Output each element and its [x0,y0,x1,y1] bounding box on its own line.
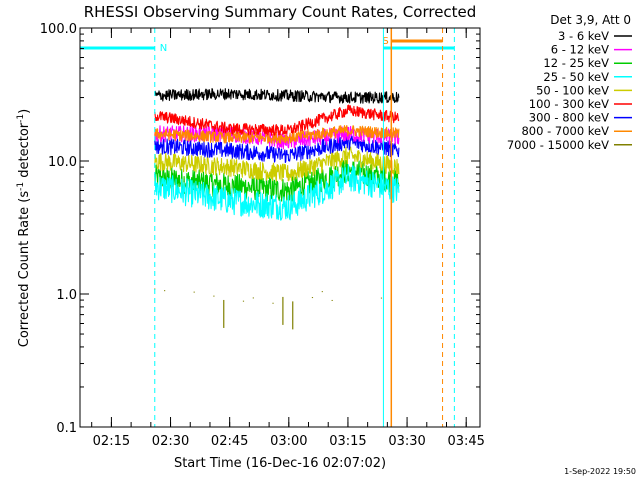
legend-label: 300 - 800 keV [529,111,609,125]
night-label: N [160,43,167,54]
series-line [154,146,400,182]
interval-bars: NS [80,36,455,54]
plot-frame [79,27,481,428]
legend-label: 25 - 50 keV [543,70,609,84]
y-axis-label-sup2: -1 [16,114,26,123]
y-tick-label: 100.0 [40,22,77,37]
legend-label: 800 - 7000 keV [521,124,609,138]
data-series [154,88,400,330]
y-axis-label-main: Corrected Count Rate (s [17,191,32,348]
legend-label: 3 - 6 keV [558,29,609,43]
chart-title: RHESSI Observing Summary Count Rates, Co… [84,3,477,21]
x-tick-label: 03:00 [270,434,307,449]
x-tick-label: 03:15 [329,434,366,449]
legend-label: 12 - 25 keV [543,56,609,70]
legend-label: 6 - 12 keV [551,43,609,57]
series-line [154,88,400,104]
x-tick-label: 02:30 [152,434,189,449]
legend-label: 50 - 100 keV [536,83,609,97]
axes: 0.1 1.0 10.0 100.0 02:15 02:30 02:45 03:00 03:15… [40,22,485,449]
series-line [154,104,400,136]
y-tick-label: 1.0 [56,288,77,303]
y-tick-label: 10.0 [48,155,77,170]
series-line [154,164,400,221]
saa-label: S [382,36,388,47]
x-tick-label: 02:15 [93,434,130,449]
legend-label: 7000 - 15000 keV [507,138,609,152]
legend-title: Det 3,9, Att 0 [550,13,631,27]
x-tick-label: 02:45 [211,434,248,449]
y-tick-label: 0.1 [56,421,77,436]
y-axis-label: Corrected Count Rate (s-1 detector-1) [16,109,32,347]
legend-label: 100 - 300 keV [529,97,609,111]
x-axis-label: Start Time (16-Dec-16 02:07:02) [174,456,386,471]
x-tick-label: 03:45 [447,434,484,449]
y-axis-label-sup: -1 [16,182,26,191]
series-line [154,124,400,144]
interval-lines [154,28,455,427]
y-axis-label-end: ) [17,109,32,114]
x-tick-label: 03:30 [388,434,425,449]
y-axis-label-mid: detector [17,122,32,182]
timestamp: 1-Sep-2022 19:50 [564,467,636,476]
